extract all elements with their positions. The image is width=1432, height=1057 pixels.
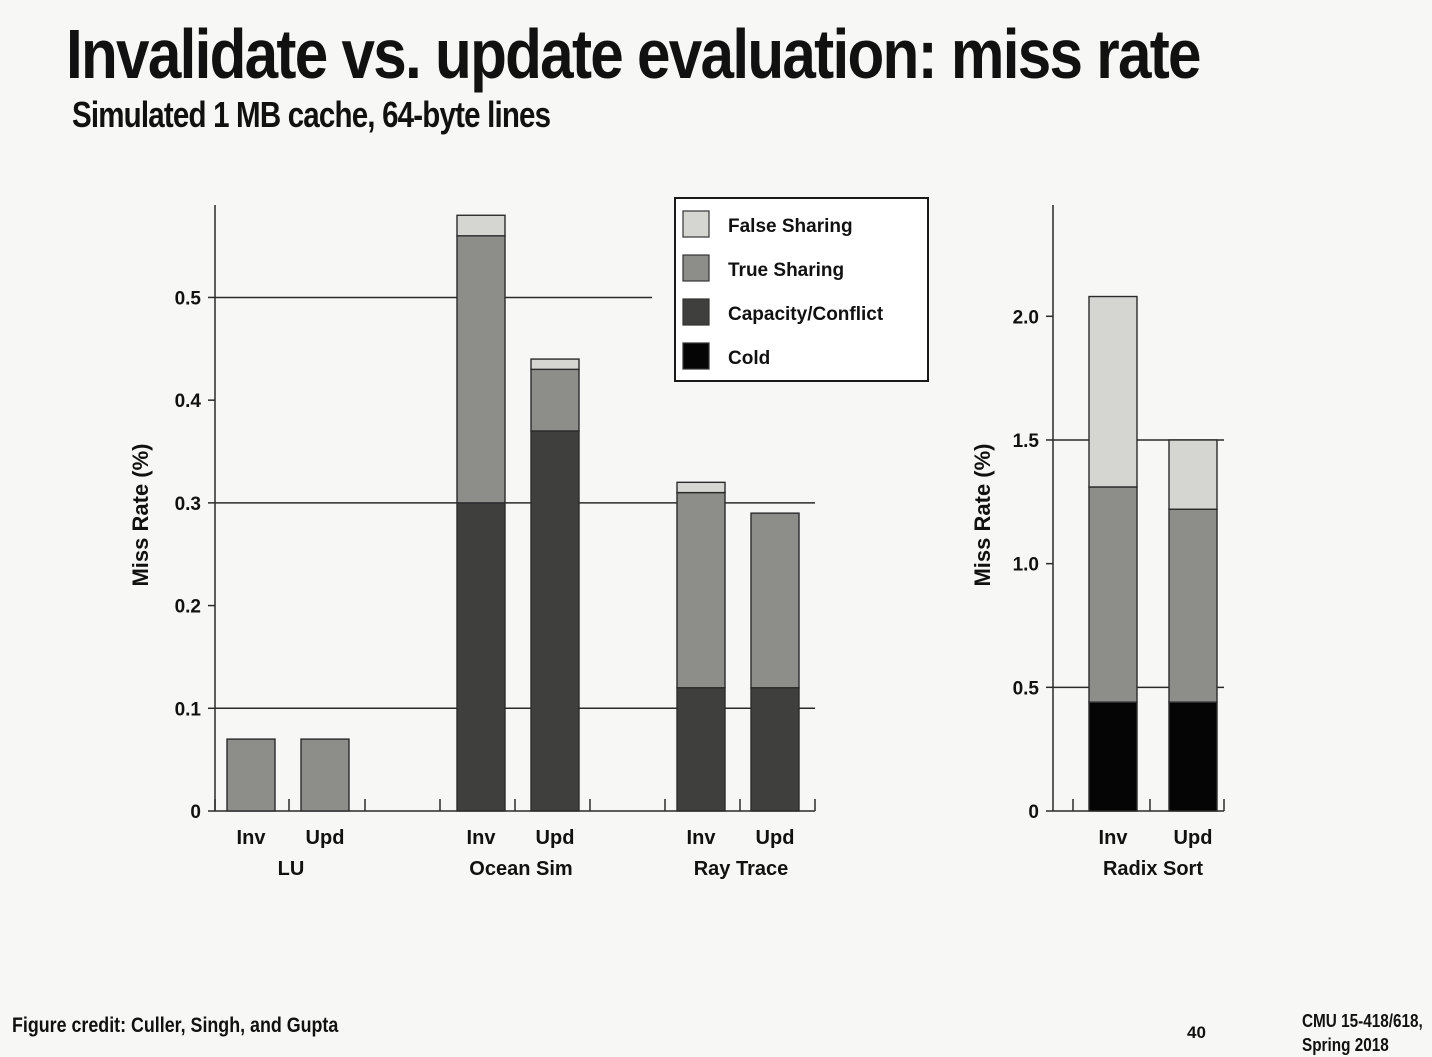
legend-label: Cold	[728, 348, 770, 369]
legend-swatch	[682, 254, 710, 282]
bar-segment-capacity	[676, 687, 726, 812]
bar-label: Inv	[237, 827, 267, 849]
legend-label: True Sharing	[728, 260, 844, 281]
y-tick-label: 1.5	[1013, 431, 1040, 452]
bar-segment-false-sharing	[1168, 439, 1218, 510]
bar-segment-cold	[1088, 701, 1138, 812]
legend-swatch	[682, 210, 710, 238]
y-tick-label: 2.0	[1013, 307, 1039, 328]
bar-label: Upd	[756, 827, 795, 849]
bar-segment-false-sharing	[530, 358, 580, 371]
bar-label: Upd	[306, 827, 345, 849]
course-name: CMU 15-418/618,	[1302, 1011, 1423, 1031]
right-chart: 0 0.5 1.0 1.5 2.0 Miss Rate (%) Inv Upd Radix So…	[970, 205, 1225, 880]
bar-segment-capacity	[750, 687, 800, 812]
y-axis-label: Miss Rate (%)	[128, 443, 153, 586]
bar-segment-true-sharing	[226, 738, 276, 812]
y-tick-label: 0.5	[175, 288, 202, 309]
legend-label: False Sharing	[728, 216, 853, 237]
group-label: Ocean Sim	[469, 858, 572, 880]
y-tick-label: 0.2	[175, 597, 201, 618]
legend: False Sharing True Sharing Capacity/Confli…	[674, 197, 929, 382]
y-tick-label: 0	[190, 802, 201, 823]
bar-segment-true-sharing	[456, 235, 506, 504]
y-tick-label: 0.5	[1013, 678, 1040, 699]
bar-label: Inv	[1099, 827, 1129, 849]
figure-credit: Figure credit: Culler, Singh, and Gupta	[12, 1014, 339, 1037]
bar-segment-true-sharing	[750, 512, 800, 689]
course-label: CMU 15-418/618, Spring 2018	[1302, 1009, 1423, 1057]
group-label: Radix Sort	[1103, 858, 1203, 880]
bar-label: Inv	[687, 827, 717, 849]
slide-subtitle: Simulated 1 MB cache, 64-byte lines	[72, 94, 551, 135]
course-term: Spring 2018	[1302, 1035, 1389, 1055]
legend-swatch	[682, 298, 710, 326]
group-label: Ray Trace	[694, 858, 789, 880]
bar-label: Upd	[1174, 827, 1213, 849]
slide-title: Invalidate vs. update evaluation: miss r…	[66, 15, 1202, 93]
bar-segment-true-sharing	[300, 738, 350, 812]
legend-label: Capacity/Conflict	[728, 304, 884, 325]
group-label: LU	[278, 858, 305, 880]
y-tick-label: 0.4	[175, 391, 202, 412]
bar-segment-true-sharing	[676, 491, 726, 689]
bar-segment-false-sharing	[456, 214, 506, 237]
y-axis-label: Miss Rate (%)	[970, 443, 995, 586]
bar-segment-capacity	[530, 430, 580, 812]
bar-segment-true-sharing	[1168, 508, 1218, 703]
y-tick-label: 0.1	[175, 699, 202, 720]
bar-segment-cold	[1168, 701, 1218, 812]
page-number: 40	[1187, 1023, 1206, 1042]
y-tick-label: 1.0	[1013, 555, 1039, 576]
y-tick-label: 0.3	[175, 494, 201, 515]
bar-label: Upd	[536, 827, 575, 849]
legend-swatch	[682, 342, 710, 370]
bar-segment-true-sharing	[530, 368, 580, 432]
bar-segment-false-sharing	[676, 481, 726, 494]
legend-box	[674, 197, 929, 382]
bar-segment-capacity	[456, 502, 506, 812]
bar-segment-true-sharing	[1088, 486, 1138, 703]
bar-label: Inv	[467, 827, 497, 849]
y-tick-label: 0	[1028, 802, 1039, 823]
bar-segment-false-sharing	[1088, 295, 1138, 488]
